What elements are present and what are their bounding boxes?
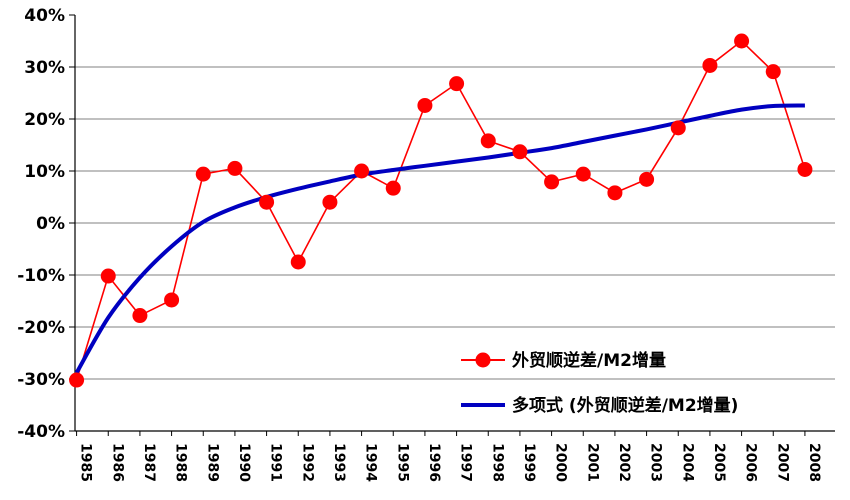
data-point: [639, 171, 655, 187]
data-point: [480, 133, 496, 149]
x-tick-label: 1989: [204, 443, 220, 482]
data-point: [670, 120, 686, 136]
x-tick-label: 2006: [743, 443, 759, 482]
x-tick-label: 1993: [331, 443, 347, 482]
x-tick-label: 1997: [458, 443, 474, 482]
data-point: [227, 160, 243, 176]
y-tick-label: -10%: [17, 266, 65, 286]
data-point: [195, 166, 211, 182]
y-tick-label: 40%: [24, 6, 65, 26]
x-tick-label: 1991: [268, 443, 284, 482]
legend-label-trend: 多项式 (外贸顺逆差/M2增量): [512, 395, 738, 416]
data-point: [385, 180, 401, 196]
x-tick-label: 1992: [299, 443, 315, 482]
x-tick-label: 2004: [679, 443, 695, 482]
x-tick-label: 2000: [553, 443, 569, 482]
data-point: [290, 254, 306, 270]
x-tick-labels: 1985 1986 1987 1988 1989 1990 1991 1992 1993 1994…: [76, 431, 822, 482]
x-tick-label: 2002: [616, 443, 632, 482]
data-point: [417, 97, 433, 113]
data-point: [544, 174, 560, 190]
x-tick-label: 1985: [78, 443, 94, 482]
x-tick-label: 1988: [173, 443, 189, 482]
x-tick-label: 1994: [363, 443, 379, 482]
x-tick-label: 1990: [236, 443, 252, 482]
data-point: [100, 268, 116, 284]
data-point: [354, 163, 370, 179]
y-tick-label: 20%: [24, 110, 65, 130]
data-point: [164, 292, 180, 308]
data-point: [797, 161, 813, 177]
y-tick-label: 10%: [24, 162, 65, 182]
data-point: [765, 64, 781, 80]
data-point: [449, 76, 465, 92]
data-point: [734, 33, 750, 49]
y-tick-label: -30%: [17, 370, 65, 390]
x-tick-label: 2005: [711, 443, 727, 482]
y-tick-label: -40%: [17, 422, 65, 442]
axes: [74, 15, 835, 432]
x-tick-label: 1998: [489, 443, 505, 482]
y-tick-label: -20%: [17, 318, 65, 338]
legend-swatch-marker: [475, 352, 491, 368]
data-point: [575, 166, 591, 182]
data-point: [322, 194, 338, 210]
x-tick-label: 2008: [806, 443, 822, 482]
x-tick-label: 1995: [394, 443, 410, 482]
series-line-actual: [75, 39, 806, 381]
x-tick-label: 1986: [109, 443, 125, 482]
legend: 外贸顺逆差/M2增量 多项式 (外贸顺逆差/M2增量): [461, 350, 738, 416]
data-point: [512, 144, 528, 160]
data-point: [69, 372, 85, 388]
series-line-trend: [74, 103, 805, 374]
x-tick-label: 1996: [426, 443, 442, 482]
data-point: [132, 308, 148, 324]
data-point: [259, 194, 275, 210]
y-tick-label: 0%: [36, 214, 65, 234]
x-tick-label: 2007: [774, 443, 790, 482]
x-tick-label: 2001: [584, 443, 600, 482]
grid-lines: [69, 14, 835, 432]
data-point: [702, 57, 718, 73]
x-tick-label: 2003: [648, 443, 664, 482]
x-tick-label: 1999: [521, 443, 537, 482]
y-tick-labels: 40% 30% 20% 10% 0% -10% -20% -30% -40%: [17, 6, 65, 442]
data-point: [607, 185, 623, 201]
series-layer: [69, 33, 813, 388]
y-tick-label: 30%: [24, 58, 65, 78]
x-tick-label: 1987: [141, 443, 157, 482]
legend-label-actual: 外贸顺逆差/M2增量: [512, 350, 666, 371]
